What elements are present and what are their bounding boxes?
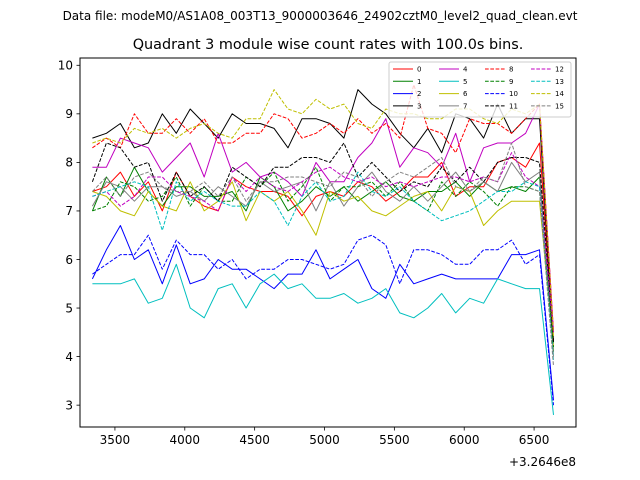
x-offset-label: +3.2646e8 (509, 455, 576, 469)
x-tick-label: 5500 (379, 433, 410, 447)
y-tick-label: 5 (65, 301, 73, 315)
series-line-3 (92, 89, 554, 343)
y-tick-label: 3 (65, 398, 73, 412)
x-tick-label: 3500 (100, 433, 131, 447)
y-tick-label: 7 (65, 204, 73, 218)
x-tick-label: 5000 (309, 433, 340, 447)
y-axis: 3 4 5 6 7 8 9 10 (58, 59, 80, 412)
y-tick-label: 10 (58, 59, 73, 73)
legend-label-0: 0 (417, 66, 421, 74)
plot-area (79, 57, 577, 428)
y-tick-label: 9 (65, 107, 73, 121)
legend-label-6: 6 (463, 90, 468, 98)
x-tick-label: 6000 (449, 433, 480, 447)
file-suptitle: Data file: modeM0/AS1A08_003T13_90000036… (63, 9, 578, 23)
series-line-15 (92, 142, 554, 367)
legend-label-11: 11 (509, 102, 518, 110)
series-line-11 (91, 142, 554, 343)
legend-label-8: 8 (509, 66, 513, 74)
series-line-8 (92, 84, 554, 333)
legend-label-1: 1 (417, 78, 421, 86)
x-axis: 3500 4000 4500 5000 5500 6000 6500 (100, 427, 550, 447)
legend-label-2: 2 (417, 90, 421, 98)
legend-label-4: 4 (463, 66, 468, 74)
chart-title: Quadrant 3 module wise count rates with … (133, 37, 524, 53)
y-tick-label: 8 (65, 156, 73, 170)
y-tick-label: 6 (65, 253, 73, 267)
y-tick-label: 4 (65, 350, 73, 364)
x-tick-label: 4500 (239, 433, 270, 447)
series-line-10 (92, 234, 554, 406)
series-line-12 (92, 152, 554, 333)
series-line-6 (92, 181, 554, 347)
legend-label-12: 12 (555, 66, 564, 74)
legend-label-9: 9 (509, 78, 513, 86)
legend-label-15: 15 (555, 102, 564, 110)
legend-label-10: 10 (509, 90, 518, 98)
legend-label-13: 13 (555, 78, 564, 86)
legend-label-7: 7 (463, 102, 467, 110)
legend-label-14: 14 (555, 90, 564, 98)
series-line-13 (92, 171, 554, 362)
legend-label-3: 3 (417, 102, 421, 110)
legend-box (388, 61, 572, 118)
series-line-4 (92, 103, 554, 333)
x-tick-label: 4000 (170, 433, 201, 447)
series-line-5 (92, 263, 554, 415)
x-tick-label: 6500 (519, 433, 550, 447)
legend-label-5: 5 (463, 78, 467, 86)
axes-frame (79, 57, 577, 428)
series-line-2 (91, 225, 554, 401)
series-layer (91, 84, 554, 415)
